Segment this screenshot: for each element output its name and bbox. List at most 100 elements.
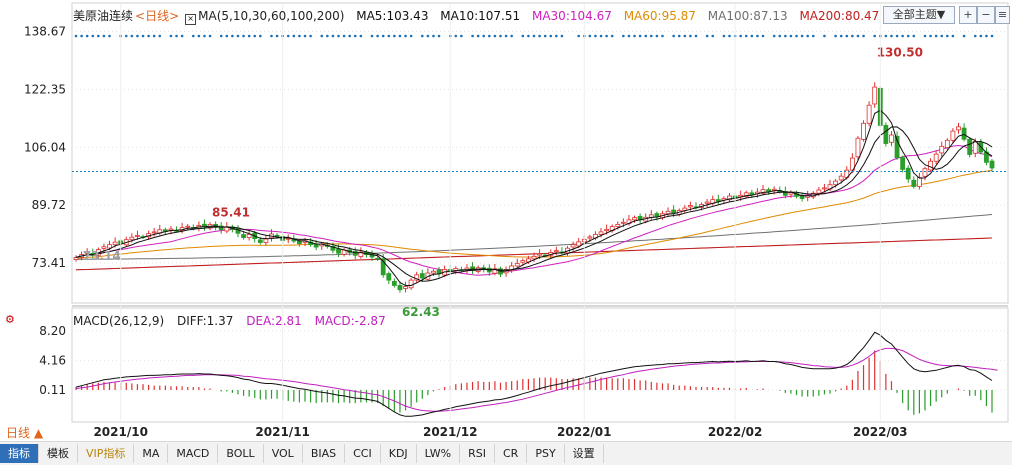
- tab-0[interactable]: 指标: [0, 444, 39, 463]
- candle-body: [715, 199, 721, 202]
- candle-body: [531, 255, 537, 260]
- indicator-toggle-icon[interactable]: ×: [185, 14, 197, 25]
- signal-dot: [253, 34, 257, 38]
- signal-dot: [627, 34, 631, 38]
- candle-body: [297, 240, 302, 244]
- signal-dot: [493, 34, 497, 38]
- period-selector[interactable]: 日线 ▲: [6, 426, 44, 440]
- signal-dot: [906, 34, 910, 38]
- signal-dot: [672, 34, 675, 38]
- signal-dot: [594, 34, 597, 38]
- tab-12[interactable]: CR: [495, 444, 528, 463]
- candle-body: [950, 130, 956, 141]
- candle-body: [883, 125, 889, 144]
- signal-dot: [543, 34, 547, 38]
- signal-dot: [683, 34, 687, 38]
- signal-dot: [270, 34, 273, 38]
- ma5-line: [75, 109, 993, 286]
- macd-diff-value: DIFF:1.37: [176, 314, 234, 328]
- candle-body: [386, 273, 392, 281]
- candle-body: [704, 201, 710, 204]
- price-annotation: 130.50: [877, 45, 923, 59]
- signal-dot: [381, 34, 385, 38]
- tab-6[interactable]: VOL: [264, 444, 303, 463]
- tab-2[interactable]: VIP指标: [78, 444, 135, 463]
- signal-dot: [633, 34, 636, 38]
- signal-dot: [622, 34, 625, 38]
- signal-dot: [934, 34, 938, 38]
- signal-dot: [795, 34, 798, 38]
- tab-5[interactable]: BOLL: [218, 444, 264, 463]
- signal-dot: [811, 34, 815, 38]
- candle-body: [453, 268, 459, 271]
- instrument-title: 美原油连续: [73, 9, 134, 23]
- candle-body: [598, 231, 604, 235]
- tab-8[interactable]: CCI: [345, 444, 381, 463]
- candle-body: [760, 189, 766, 194]
- candle-body: [604, 228, 610, 232]
- signal-dot: [141, 34, 145, 38]
- tab-14[interactable]: 设置: [565, 444, 604, 463]
- candle-body: [151, 231, 157, 234]
- signal-dot: [454, 34, 458, 38]
- candle-body: [989, 160, 995, 169]
- signal-dot: [644, 34, 648, 38]
- signal-dot: [711, 34, 715, 38]
- tab-1[interactable]: 模板: [39, 444, 78, 463]
- zoom-in-icon[interactable]: +: [959, 6, 977, 24]
- candle-body: [632, 217, 637, 221]
- signal-dot: [376, 34, 379, 38]
- signal-dot: [158, 34, 162, 38]
- macd-macd-value: MACD:-2.87: [314, 314, 386, 328]
- settings-gear-icon[interactable]: ⚙: [5, 313, 15, 326]
- x-tick-label: 2021/12: [423, 425, 477, 439]
- candle-body: [911, 179, 917, 187]
- candle-body: [972, 140, 978, 154]
- dea-line: [75, 347, 998, 412]
- signal-dot: [973, 34, 977, 38]
- candle-body: [520, 260, 526, 263]
- candle-body: [654, 213, 660, 218]
- candle-body: [218, 225, 224, 231]
- signal-dot: [772, 34, 776, 38]
- signal-dot: [488, 34, 491, 38]
- tab-13[interactable]: PSY: [527, 444, 565, 463]
- signal-dot: [353, 34, 357, 38]
- signal-dot: [722, 34, 726, 38]
- tab-3[interactable]: MA: [134, 444, 169, 463]
- tab-11[interactable]: RSI: [460, 444, 495, 463]
- signal-dot: [951, 34, 955, 38]
- signal-dot: [242, 34, 245, 38]
- signal-dot: [231, 34, 234, 38]
- signal-dot: [476, 34, 480, 38]
- signal-dot: [605, 34, 608, 38]
- signal-dot: [560, 34, 564, 38]
- signal-dot: [420, 34, 424, 38]
- tab-9[interactable]: KDJ: [381, 444, 417, 463]
- price-tick-label: 122.35: [24, 82, 66, 96]
- signal-dot: [588, 34, 592, 38]
- signal-dot: [610, 34, 614, 38]
- signal-dot: [320, 34, 324, 38]
- ma5-value: MA5:103.43: [356, 9, 429, 23]
- tab-4[interactable]: MACD: [168, 444, 219, 463]
- signal-dot: [834, 34, 837, 38]
- signal-dot: [750, 34, 754, 38]
- zoom-out-icon[interactable]: −: [977, 6, 995, 24]
- candle-body: [939, 145, 945, 154]
- signal-dot: [331, 34, 335, 38]
- tab-10[interactable]: LW%: [417, 444, 461, 463]
- candle-body: [408, 279, 414, 289]
- signal-dot: [744, 34, 748, 38]
- period-label[interactable]: <日线>: [135, 9, 180, 23]
- candle-body: [855, 137, 861, 158]
- candle-body: [509, 265, 515, 272]
- tab-7[interactable]: BIAS: [303, 444, 346, 463]
- signal-dot: [426, 34, 430, 38]
- ma60-value: MA60:95.87: [623, 9, 696, 23]
- signal-dot: [778, 34, 782, 38]
- theme-dropdown[interactable]: 全部主题▼: [883, 6, 955, 24]
- signal-dot: [208, 34, 212, 38]
- signal-dot: [929, 34, 932, 38]
- menu-icon[interactable]: ≡: [995, 6, 1010, 24]
